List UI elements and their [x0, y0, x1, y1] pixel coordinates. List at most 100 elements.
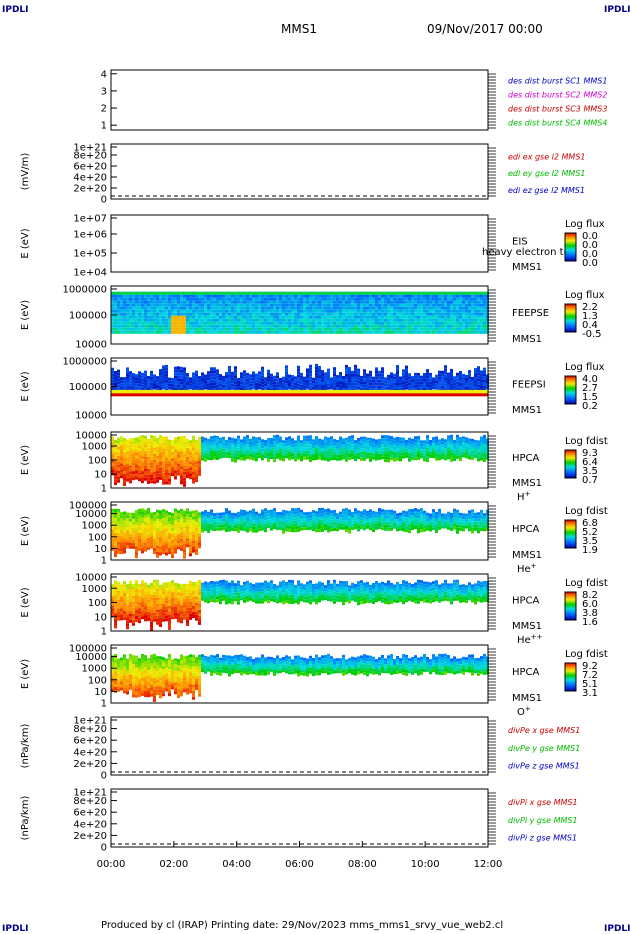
colorbar-title-feepse: Log flux [565, 290, 605, 301]
ytick-label-hpca-h-4: 10000 [75, 431, 107, 442]
ytick-label-feepsi-2: 1000000 [62, 357, 107, 368]
spectrogram-hpca-h [111, 434, 489, 487]
spectrogram-feepsi [111, 363, 489, 397]
instrument-label-feepsi: FEEPSI [512, 380, 546, 391]
colorbar-tick-hpca-he2-3: 1.6 [582, 617, 598, 628]
frame-hpca-o [110, 644, 489, 704]
ytick-label-divpi-2: 4e+20 [73, 819, 107, 830]
ytick-label-edi-1: 2e+20 [73, 184, 107, 195]
colorbar-tick-hpca-he2-0: 8.2 [582, 590, 598, 601]
colorbar-title-eis: Log flux [565, 219, 605, 230]
frame-divpi [110, 788, 489, 848]
colorbar-tick-hpca-he2-1: 6.0 [582, 599, 598, 610]
ytick-label-divpi-4: 8e+20 [73, 796, 107, 807]
ytick-label-burst-0: 1 [101, 121, 107, 132]
colorbar-tick-feepsi-3: 0.2 [582, 401, 598, 412]
ytick-label-divpe-5: 1e+21 [73, 716, 107, 727]
ytick-label-hpca-he-0: 1 [101, 556, 107, 567]
ytick-label-feepse-2: 1000000 [62, 285, 107, 296]
panel-feepse: 10000 100000 1000000 E (eV) FEEPSE MMS1 Log fl… [20, 285, 605, 351]
ytick-label-hpca-h-1: 10 [94, 470, 107, 481]
ytick-label-hpca-o-3: 1000 [82, 664, 107, 675]
colorbar-tick-feepse-2: 0.4 [582, 320, 598, 331]
ytick-label-divpi-5: 1e+21 [73, 788, 107, 799]
colorbar-hpca-he2 [564, 591, 577, 621]
legend-burst-1: des dist burst SC2 MMS2 [508, 90, 607, 99]
colorbar-tick-eis-1: 0.0 [582, 240, 598, 251]
xtick-label-6: 12:00 [474, 859, 503, 870]
ytick-label-divpe-3: 6e+20 [73, 736, 107, 747]
ylabel-feepsi: E (eV) [20, 371, 31, 401]
legend-divpi-0: divPi x gse MMS1 [508, 798, 578, 807]
ytick-label-hpca-he2-4: 10000 [75, 573, 107, 584]
instrument-label-hpca-o: HPCA [512, 667, 540, 678]
colorbar-title-hpca-h: Log fdist [565, 436, 608, 447]
legend-divpe-1: divPe y gse MMS1 [508, 744, 580, 753]
ylabel-divpi: (nPa/km) [20, 796, 31, 841]
panel-burst: 1 2 3 4 des dist burst SC1 MMS1 des dist burs… [101, 69, 608, 131]
ytick-label-burst-2: 3 [101, 86, 107, 97]
header-spacecraft: MMS1 [281, 22, 317, 36]
colorbar-feepse [564, 303, 577, 333]
ytick-label-hpca-o-5: 100000 [69, 644, 107, 655]
ytick-label-divpe-1: 2e+20 [73, 759, 107, 770]
colorbar-tick-hpca-he-2: 3.5 [582, 536, 598, 547]
ylabel-hpca-o: E (eV) [20, 659, 31, 689]
legend-divpi-1: divPi y gse MMS1 [508, 816, 578, 825]
ytick-label-feepse-0: 10000 [75, 340, 107, 351]
corner-label-bottom-left: IPDLI [2, 924, 29, 934]
spectrogram-feepse [111, 291, 489, 334]
instrument-label-hpca-he2: HPCA [512, 596, 540, 607]
xtick-label-3: 06:00 [285, 859, 314, 870]
ytick-label-feepsi-0: 10000 [75, 411, 107, 422]
xtick-label-4: 08:00 [348, 859, 377, 870]
ytick-label-hpca-he-5: 100000 [69, 501, 107, 512]
footer-credit: Produced by cl (IRAP) Printing date: 29/… [101, 920, 504, 931]
colorbar-tick-eis-2: 0.0 [582, 249, 598, 260]
xtick-label-0: 00:00 [97, 859, 126, 870]
colorbar-tick-feepse-3: -0.5 [582, 329, 602, 340]
colorbar-tick-hpca-h-3: 0.7 [582, 475, 598, 486]
ytick-label-divpe-4: 8e+20 [73, 724, 107, 735]
panel-feepsi: 10000 100000 1000000 E (eV) FEEPSI MMS1 Log fl… [20, 357, 605, 422]
ytick-label-hpca-he2-0: 1 [101, 627, 107, 638]
ytick-label-hpca-he-3: 1000 [82, 521, 107, 532]
colorbar-tick-hpca-he2-2: 3.8 [582, 608, 598, 619]
legend-edi-2: edi ez gse l2 MMS1 [508, 186, 585, 195]
legend-burst-0: des dist burst SC1 MMS1 [508, 76, 607, 85]
ytick-label-hpca-he2-1: 10 [94, 612, 107, 623]
colorbar-tick-hpca-h-2: 3.5 [582, 466, 598, 477]
colorbar-tick-feepse-1: 1.3 [582, 311, 598, 322]
colorbar-tick-hpca-o-1: 7.2 [582, 670, 598, 681]
colorbar-feepsi [564, 375, 577, 405]
ylabel-eis: E (eV) [20, 228, 31, 258]
instrument-label-hpca-he: HPCA [512, 524, 540, 535]
ytick-label-hpca-o-1: 10 [94, 687, 107, 698]
species-label-hpca-he2: He++ [517, 633, 543, 646]
spacecraft-label-hpca-o: MMS1 [512, 693, 542, 704]
frame-hpca-he [110, 501, 489, 561]
colorbar-tick-hpca-h-0: 9.3 [582, 448, 598, 459]
ytick-label-feepsi-1: 100000 [69, 382, 107, 393]
legend-divpe-0: divPe x gse MMS1 [508, 726, 580, 735]
header-date: 09/Nov/2017 00:00 [427, 22, 543, 36]
species-label-hpca-h: H+ [517, 490, 531, 503]
colorbar-tick-hpca-o-0: 9.2 [582, 661, 598, 672]
xtick-label-2: 04:00 [222, 859, 251, 870]
legend-divpe-2: divPe z gse MMS1 [508, 761, 580, 770]
colorbar-title-hpca-he2: Log fdist [565, 578, 608, 589]
ytick-label-edi-5: 1e+21 [73, 143, 107, 154]
frame-divpe [110, 716, 489, 776]
corner-label-top-right: IPDLI [604, 5, 630, 15]
colorbar-tick-hpca-o-2: 5.1 [582, 679, 598, 690]
ytick-label-divpe-0: 0 [101, 771, 107, 782]
ylabel-hpca-he2: E (eV) [20, 587, 31, 617]
ytick-label-hpca-h-3: 1000 [82, 442, 107, 453]
ytick-label-hpca-o-2: 100 [88, 675, 107, 686]
ylabel-feepse: E (eV) [20, 300, 31, 330]
colorbar-tick-hpca-he-0: 6.8 [582, 518, 598, 529]
